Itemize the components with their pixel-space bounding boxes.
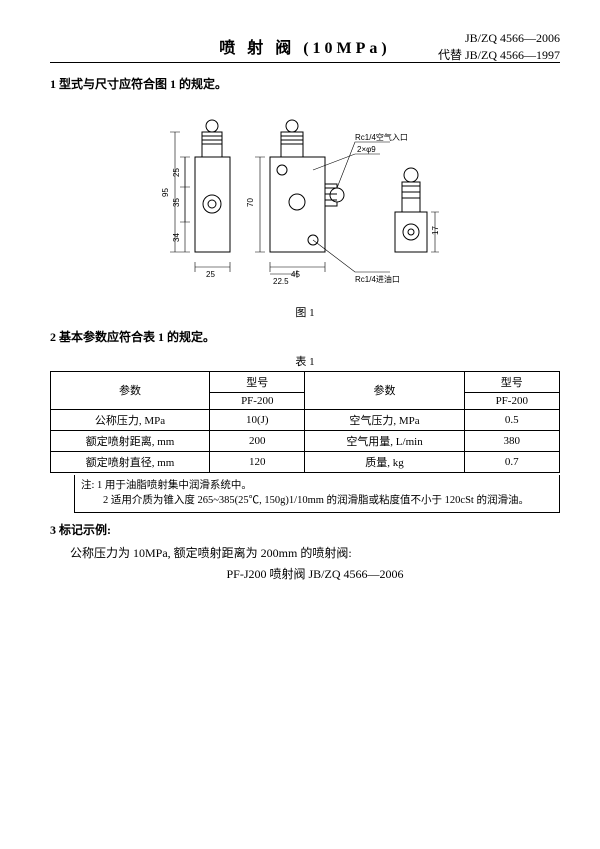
dim-95: 95: [161, 187, 170, 196]
param-cell: 额定喷射距离, mm: [51, 430, 210, 451]
dim-25v: 25: [172, 167, 181, 176]
value-cell: 120: [210, 451, 305, 472]
param-cell: 空气压力, MPa: [305, 409, 464, 430]
table-row: 参数 型号 参数 型号: [51, 371, 560, 392]
section-1-label: 1 型式与尺寸应符合图 1 的规定。: [50, 75, 560, 92]
example-code: PF-J200 喷射阀 JB/ZQ 4566—2006: [70, 565, 560, 584]
dim-34: 34: [172, 232, 181, 241]
section-2-label: 2 基本参数应符合表 1 的规定。: [50, 328, 560, 345]
technical-drawing: 95 25 35 34 25 70 45 22.5 17 Rc1/4空气入口 2…: [155, 102, 455, 302]
callout-holes: 2×φ9: [357, 145, 376, 154]
model-left: PF-200: [210, 392, 305, 409]
dim-225: 22.5: [273, 277, 289, 286]
dim-45: 45: [291, 270, 300, 279]
note-1: 注: 1 用于油脂喷射集中润滑系统中。: [81, 478, 553, 494]
section-3-label: 3 标记示例:: [50, 521, 560, 538]
value-cell: 200: [210, 430, 305, 451]
table-notes: 注: 1 用于油脂喷射集中润滑系统中。 2 适用介质为锥入度 265~385(2…: [74, 475, 560, 514]
table-row: 额定喷射距离, mm 200 空气用量, L/min 380: [51, 430, 560, 451]
col-param-right: 参数: [305, 371, 464, 409]
page: JB/ZQ 4566—2006 代替 JB/ZQ 4566—1997 喷 射 阀…: [0, 0, 600, 604]
param-cell: 质量, kg: [305, 451, 464, 472]
value-cell: 10(J): [210, 409, 305, 430]
dim-35: 35: [172, 197, 181, 206]
table-row: 公称压力, MPa 10(J) 空气压力, MPa 0.5: [51, 409, 560, 430]
dim-25: 25: [206, 270, 215, 279]
col-model-left: 型号: [210, 371, 305, 392]
figure-1-caption: 图 1: [50, 304, 560, 320]
param-cell: 空气用量, L/min: [305, 430, 464, 451]
value-cell: 0.5: [464, 409, 559, 430]
table-1-caption: 表 1: [50, 353, 560, 369]
param-cell: 额定喷射直径, mm: [51, 451, 210, 472]
param-cell: 公称压力, MPa: [51, 409, 210, 430]
value-cell: 0.7: [464, 451, 559, 472]
col-param-left: 参数: [51, 371, 210, 409]
table-row: 额定喷射直径, mm 120 质量, kg 0.7: [51, 451, 560, 472]
model-right: PF-200: [464, 392, 559, 409]
example-line: 公称压力为 10MPa, 额定喷射距离为 200mm 的喷射阀:: [70, 544, 560, 563]
dim-17: 17: [431, 225, 440, 234]
col-model-right: 型号: [464, 371, 559, 392]
callout-air-inlet: Rc1/4空气入口: [355, 132, 408, 142]
example-block: 公称压力为 10MPa, 额定喷射距离为 200mm 的喷射阀: PF-J200…: [70, 544, 560, 584]
value-cell: 380: [464, 430, 559, 451]
spec-table: 参数 型号 参数 型号 PF-200 PF-200 公称压力, MPa 10(J…: [50, 371, 560, 473]
note-2: 2 适用介质为锥入度 265~385(25℃, 150g)1/10mm 的润滑脂…: [103, 493, 553, 509]
callout-oil-inlet: Rc1/4进油口: [355, 274, 400, 284]
dim-70: 70: [246, 197, 255, 206]
